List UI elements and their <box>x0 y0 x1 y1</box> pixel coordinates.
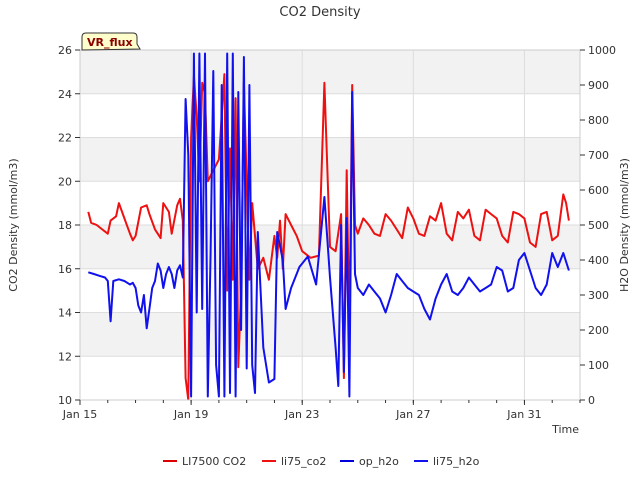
y-left-tick-label: 20 <box>58 175 72 188</box>
x-tick-label: Jan 15 <box>62 408 97 421</box>
x-tick-label: Jan 23 <box>284 408 319 421</box>
series-line-li75-h2o <box>88 52 570 398</box>
y-axis-right: 0 100 200 300 400 500 600 700 800 900 1000 <box>580 44 616 407</box>
y-right-tick-label: 900 <box>588 79 609 92</box>
y-left-tick-label: 10 <box>58 394 72 407</box>
y-left-tick-label: 18 <box>58 219 72 232</box>
legend: LI7500 CO2 li75_co2 op_h2o li75_h2o <box>163 455 480 468</box>
x-tick-label: Jan 31 <box>506 408 541 421</box>
plot-band <box>80 312 580 357</box>
annotation-box: VR_flux <box>81 32 141 51</box>
y-axis-left-label: CO2 Density (mmol/m3) <box>7 158 20 291</box>
plot-band <box>80 356 580 400</box>
y-left-tick-label: 24 <box>58 88 72 101</box>
series-layer <box>87 52 570 400</box>
x-tick-label: Jan 27 <box>395 408 430 421</box>
y-right-tick-label: 400 <box>588 254 609 267</box>
y-right-tick-label: 200 <box>588 324 609 337</box>
y-axis-left: 10 12 14 16 18 20 22 24 26 <box>58 44 80 407</box>
y-right-tick-label: 0 <box>588 394 595 407</box>
plot-area <box>87 52 570 400</box>
series-line-li75-co2 <box>87 73 570 400</box>
plot-band <box>80 93 580 138</box>
legend-label: li75_h2o <box>433 455 480 468</box>
legend-label: op_h2o <box>359 455 399 468</box>
y-right-tick-label: 500 <box>588 219 609 232</box>
y-left-tick-label: 12 <box>58 350 72 363</box>
y-axis-right-label: H2O Density (mmol/m3) <box>618 158 631 292</box>
y-left-tick-label: 16 <box>58 263 72 276</box>
y-right-tick-label: 600 <box>588 184 609 197</box>
x-tick-label: Jan 19 <box>173 408 208 421</box>
plot-band <box>80 137 580 182</box>
plot-band <box>80 50 580 94</box>
y-right-tick-label: 300 <box>588 289 609 302</box>
y-left-tick-label: 26 <box>58 44 72 57</box>
annotation-label: VR_flux <box>87 36 133 49</box>
legend-label: LI7500 CO2 <box>182 455 246 468</box>
x-axis: Jan 15 Jan 19 Jan 23 Jan 27 Jan 31 <box>62 400 581 421</box>
y-left-tick-label: 22 <box>58 132 72 145</box>
x-axis-label: Time <box>551 423 579 436</box>
chart-title: CO2 Density <box>279 5 360 20</box>
y-right-tick-label: 700 <box>588 149 609 162</box>
legend-label: li75_co2 <box>281 455 326 468</box>
y-left-tick-label: 14 <box>58 307 72 320</box>
y-right-tick-label: 100 <box>588 359 609 372</box>
y-right-tick-label: 800 <box>588 114 609 127</box>
y-right-tick-label: 1000 <box>588 44 616 57</box>
